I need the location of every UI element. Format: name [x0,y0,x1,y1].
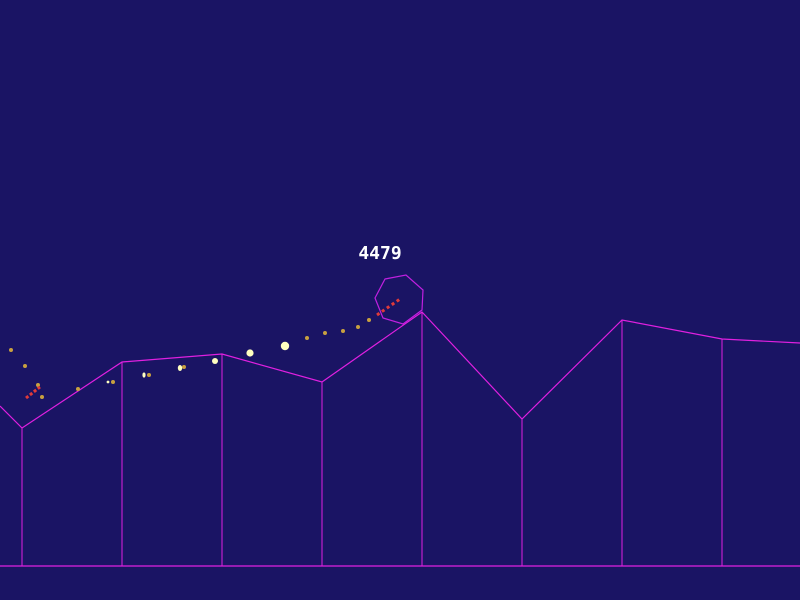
trail-particle [111,380,115,384]
spark [106,380,110,384]
trail-particle [40,395,44,399]
player-rock[interactable] [374,274,424,325]
spark [177,365,183,371]
spark [142,372,146,378]
terrain-outline [0,311,800,429]
particles [9,297,401,400]
trail-particle [341,329,345,333]
red-trail [25,385,41,400]
terrain [0,311,800,567]
spark [280,341,290,351]
spark [212,358,218,364]
trail-particle [367,318,371,322]
spark [246,349,254,357]
trail-particle [323,331,327,335]
trail-particle [305,336,309,340]
score-display: 4479 [358,243,402,264]
red-trail [376,297,401,317]
trail-particle [23,364,27,368]
trail-particle [182,365,186,369]
trail-particle [76,387,80,391]
trail-particle [147,373,151,377]
trail-particle [9,348,13,352]
trail-particle [356,325,360,329]
